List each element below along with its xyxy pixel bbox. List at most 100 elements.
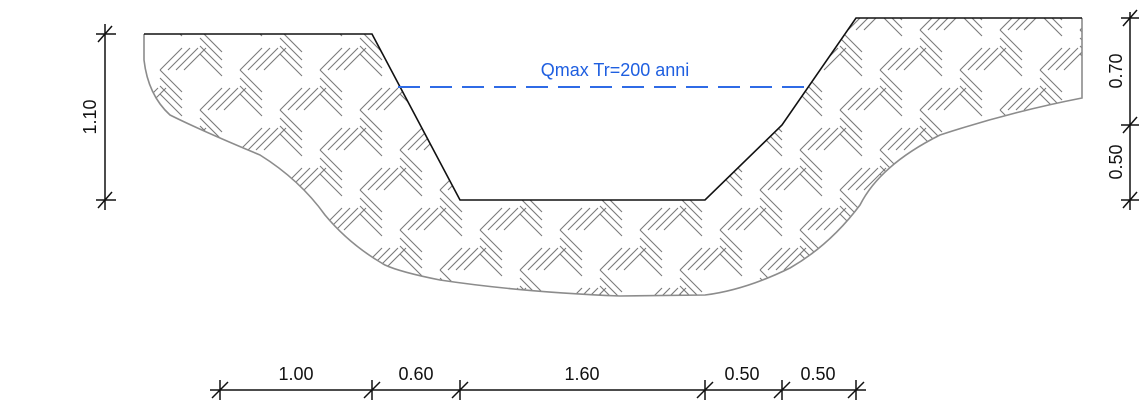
hatch-stroke [439,197,463,221]
hatch-stroke [999,87,1023,111]
hatch-stroke [919,45,943,69]
hatch-stroke [543,18,567,31]
hatch-stroke [719,237,743,261]
hatch-stroke [279,87,303,111]
hatch-stroke [335,47,359,71]
hatch-stroke [1040,334,1062,356]
hatch-stroke [1007,247,1031,271]
hatch-stroke [727,207,751,231]
hatch-stroke [719,77,743,101]
hatch-stroke [1039,18,1063,29]
hatch-stroke [575,287,599,296]
hatch-stroke [895,47,919,71]
hatch-stroke [319,157,343,181]
hatch-stroke [495,287,519,296]
hatch-stroke [239,18,263,37]
hatch-stroke [223,18,247,31]
hatch-stroke [144,87,151,111]
hatch-stroke [279,205,303,229]
hatch-stroke [759,87,783,111]
hatch-stroke [479,69,503,93]
hatch-stroke [719,85,743,109]
hatch-stroke [120,126,142,148]
hatch-stroke [1063,287,1082,296]
hatch-stroke [215,247,239,271]
hatch-stroke [919,197,943,221]
hatch-stroke [719,18,743,21]
hatch-stroke [295,247,319,271]
hatch-stroke [359,133,383,157]
hatch-stroke [319,165,343,189]
hatch-stroke [800,326,822,348]
hatch-stroke [1088,8,1110,30]
hatch-stroke [144,247,159,271]
hatch-stroke [815,207,839,231]
hatch-stroke [1088,328,1110,350]
hatch-stroke [400,326,422,348]
hatch-stroke [519,18,543,31]
hatch-stroke [863,87,887,111]
hatch-stroke [319,237,343,261]
hatch-stroke [839,277,863,296]
hatch-stroke [999,45,1023,69]
hatch-stroke [239,157,263,181]
hatch-stroke [535,167,559,191]
hatch-stroke [784,328,806,350]
hatch-stroke [407,47,431,71]
hatch-stroke [1079,167,1082,191]
hatch-stroke [359,205,383,229]
hatch-stroke [207,87,231,111]
hatch-stroke [263,287,287,296]
hatch-stroke [847,167,871,191]
hatch-stroke [999,125,1023,149]
hatch-stroke [983,287,1007,296]
hatch-stroke [559,173,583,197]
hatch-stroke [999,117,1023,141]
hatch-stroke [1079,213,1082,237]
hatch-stroke [1079,53,1082,77]
hatch-stroke [319,93,343,117]
hatch-stroke [647,207,671,231]
hatch-stroke [400,310,422,332]
hatch-stroke [439,285,463,296]
hatch-stroke [399,253,423,277]
hatch-stroke [120,8,142,30]
hatch-stroke [927,167,951,191]
hatch-stroke [1039,207,1063,231]
hatch-stroke [480,334,502,356]
hatch-stroke [359,18,383,31]
hatch-stroke [999,29,1023,53]
hatch-stroke [159,237,183,261]
hatch-stroke [519,45,543,69]
hatch-stroke [1039,165,1063,189]
hatch-stroke [704,328,726,350]
hatch-stroke [479,149,503,173]
hatch-stroke [1039,237,1063,261]
hatch-stroke [848,328,870,350]
hatch-stroke [623,87,647,111]
hatch-stroke [959,69,983,93]
hatch-stroke [583,207,607,231]
hatch-stroke [519,117,543,141]
hatch-stroke [856,328,878,350]
hatch-stroke [399,157,423,181]
hatch-stroke [320,326,342,348]
hatch-stroke [240,326,262,348]
hatch-stroke [879,69,903,93]
hatch-stroke [439,247,463,271]
hatch-stroke [439,189,463,213]
hatch-stroke [695,18,719,31]
hatch-stroke [263,207,287,231]
hatch-stroke [303,167,327,191]
hatch-stroke [1007,167,1031,191]
hatch-stroke [879,127,903,151]
hatch-stroke [1088,248,1110,270]
hatch-stroke [543,87,567,111]
hatch-stroke [456,328,478,350]
hatch-stroke [240,318,262,340]
hatch-stroke [1039,18,1063,21]
hatch-stroke [175,127,199,151]
left-vertical-dimension [96,24,116,210]
hatch-stroke [559,237,583,261]
hatch-stroke [528,328,550,350]
